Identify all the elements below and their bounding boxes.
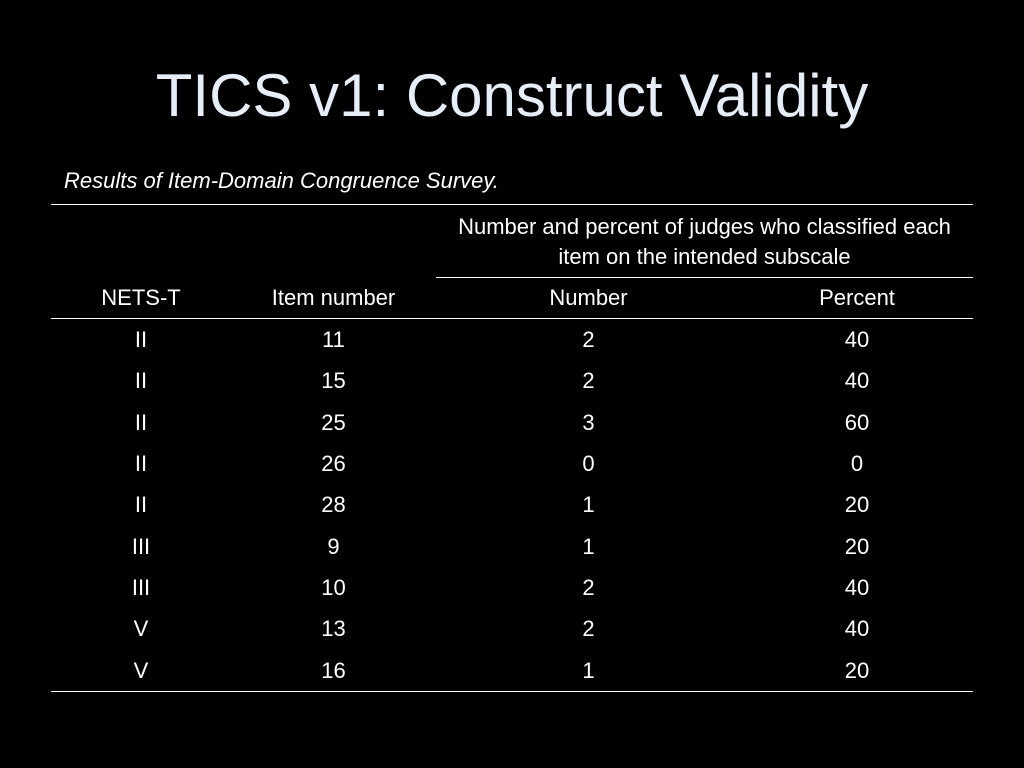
cell-percent: 20 [741, 649, 974, 692]
cell-percent: 40 [844, 574, 870, 600]
table-row: II 26 0 0 [51, 443, 973, 484]
table-row: III 10 2 40 [51, 567, 973, 608]
cell-percent: 40 [844, 368, 870, 394]
table-body: II 11 2 40 II 15 2 40 II 25 3 60 II 26 0 [51, 319, 974, 692]
header-item-number: Item number [231, 204, 436, 319]
cell-item-number: 9 [327, 533, 340, 559]
cell-percent: 40 [844, 616, 870, 642]
cell-item-number: 13 [321, 616, 346, 642]
cell-nets-t: V [133, 616, 149, 642]
cell-percent: 60 [844, 409, 870, 435]
header-percent: Percent [741, 277, 974, 319]
cell-percent: 20 [844, 533, 870, 559]
table-caption: Results of Item-Domain Congruence Survey… [64, 168, 499, 193]
cell-number: 1 [582, 533, 595, 559]
cell-item-number: 15 [321, 368, 346, 394]
cell-number: 0 [582, 451, 595, 477]
cell-nets-t: II [134, 327, 148, 353]
table-row: V 16 1 20 [51, 649, 974, 692]
cell-nets-t: III [131, 574, 151, 600]
results-table: NETS-T Item number Number and percent of… [51, 204, 974, 692]
cell-percent: 40 [844, 327, 870, 353]
table-row: II 28 1 20 [51, 484, 973, 525]
cell-item-number: 26 [321, 451, 346, 477]
cell-number: 2 [582, 327, 595, 353]
cell-number: 2 [582, 574, 595, 600]
cell-item-number: 11 [322, 327, 345, 353]
cell-nets-t: II [134, 409, 148, 435]
cell-number: 2 [582, 616, 595, 642]
cell-item-number: 25 [321, 409, 346, 435]
cell-nets-t: V [51, 649, 231, 692]
results-table-container: NETS-T Item number Number and percent of… [51, 204, 974, 692]
cell-percent: 20 [844, 492, 870, 518]
header-judges-group: Number and percent of judges who classif… [436, 204, 974, 278]
header-nets-t: NETS-T [51, 204, 231, 319]
table-row: II 25 3 60 [51, 402, 973, 443]
table-row: II 11 2 40 [51, 319, 973, 361]
cell-nets-t: III [131, 533, 151, 559]
table-row: V 13 2 40 [51, 608, 973, 649]
cell-item-number: 10 [321, 574, 346, 600]
cell-nets-t: II [134, 451, 148, 477]
cell-number: 1 [582, 492, 595, 518]
table-row: II 15 2 40 [51, 360, 973, 401]
cell-nets-t: II [134, 492, 148, 518]
cell-item-number: 16 [231, 649, 436, 692]
cell-percent: 0 [850, 451, 864, 477]
slide-title: TICS v1: Construct Validity [155, 62, 869, 129]
table-header: NETS-T Item number Number and percent of… [51, 204, 974, 319]
table-row: III 9 1 20 [51, 525, 973, 566]
cell-number: 2 [582, 368, 595, 394]
cell-nets-t: II [134, 368, 148, 394]
cell-number: 3 [582, 409, 595, 435]
header-number: Number [436, 277, 741, 319]
cell-number: 1 [436, 649, 741, 692]
cell-item-number: 28 [321, 492, 346, 518]
